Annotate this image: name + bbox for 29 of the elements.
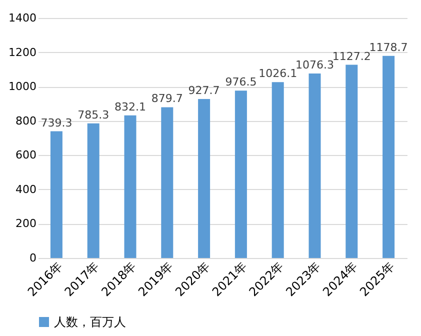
legend-label: 人数，百万人 — [54, 315, 126, 329]
bar — [198, 98, 210, 258]
y-tick-label: 400 — [16, 182, 36, 196]
y-tick-label: 0 — [30, 252, 36, 264]
y-tick-label: 200 — [16, 217, 36, 230]
data-label: 1076.3 — [296, 58, 334, 72]
y-tick-label: 1000 — [8, 80, 36, 94]
y-tick-label: 1400 — [8, 12, 36, 24]
bar — [50, 131, 62, 258]
bar — [308, 73, 321, 258]
data-label: 1127.2 — [332, 50, 371, 63]
data-label: 832.1 — [114, 100, 146, 114]
bar — [272, 82, 284, 258]
data-label: 976.5 — [225, 76, 257, 89]
y-tick-label: 600 — [16, 148, 36, 162]
bar — [124, 115, 136, 258]
bar — [346, 64, 358, 258]
bar — [87, 123, 100, 258]
data-label: 927.7 — [188, 84, 220, 97]
data-label: 879.7 — [151, 92, 183, 106]
bar — [382, 56, 395, 258]
y-tick-label: 1200 — [8, 46, 36, 59]
bar — [234, 90, 247, 258]
data-label: 1178.7 — [369, 40, 408, 54]
y-tick-label: 800 — [16, 114, 36, 128]
data-label: 739.3 — [40, 116, 72, 130]
bar — [161, 107, 174, 258]
data-label: 1026.1 — [258, 67, 298, 80]
data-label: 785.3 — [78, 108, 110, 122]
